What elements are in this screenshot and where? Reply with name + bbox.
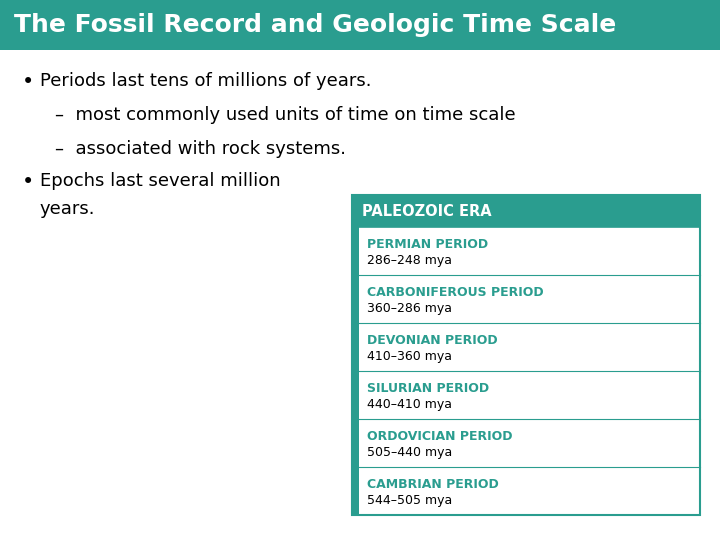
Text: –  most commonly used units of time on time scale: – most commonly used units of time on ti… <box>55 106 516 124</box>
Text: CAMBRIAN PERIOD: CAMBRIAN PERIOD <box>367 478 499 491</box>
Text: 360–286 mya: 360–286 mya <box>367 302 452 315</box>
Text: ORDOVICIAN PERIOD: ORDOVICIAN PERIOD <box>367 430 513 443</box>
Text: Epochs last several million: Epochs last several million <box>40 172 281 190</box>
Text: DEVONIAN PERIOD: DEVONIAN PERIOD <box>367 334 498 347</box>
Text: 544–505 mya: 544–505 mya <box>367 494 452 507</box>
Bar <box>352 227 359 275</box>
Text: Periods last tens of millions of years.: Periods last tens of millions of years. <box>40 72 372 90</box>
Text: 286–248 mya: 286–248 mya <box>367 254 452 267</box>
Text: PALEOZOIC ERA: PALEOZOIC ERA <box>362 204 492 219</box>
Bar <box>352 323 359 371</box>
Bar <box>352 195 700 227</box>
Text: SILURIAN PERIOD: SILURIAN PERIOD <box>367 382 489 395</box>
Text: years.: years. <box>40 200 96 218</box>
Bar <box>352 467 359 515</box>
Text: 440–410 mya: 440–410 mya <box>367 398 452 411</box>
Bar <box>0 0 720 50</box>
Bar <box>352 195 700 515</box>
Text: –  associated with rock systems.: – associated with rock systems. <box>55 140 346 158</box>
Bar <box>352 227 700 515</box>
Bar <box>352 371 359 419</box>
Bar <box>352 419 359 467</box>
Text: •: • <box>22 172 35 192</box>
Text: 505–440 mya: 505–440 mya <box>367 446 452 459</box>
Bar <box>352 275 359 323</box>
Text: 410–360 mya: 410–360 mya <box>367 350 452 363</box>
Text: PERMIAN PERIOD: PERMIAN PERIOD <box>367 238 488 251</box>
Text: •: • <box>22 72 35 92</box>
Text: The Fossil Record and Geologic Time Scale: The Fossil Record and Geologic Time Scal… <box>14 13 616 37</box>
Text: CARBONIFEROUS PERIOD: CARBONIFEROUS PERIOD <box>367 286 544 299</box>
